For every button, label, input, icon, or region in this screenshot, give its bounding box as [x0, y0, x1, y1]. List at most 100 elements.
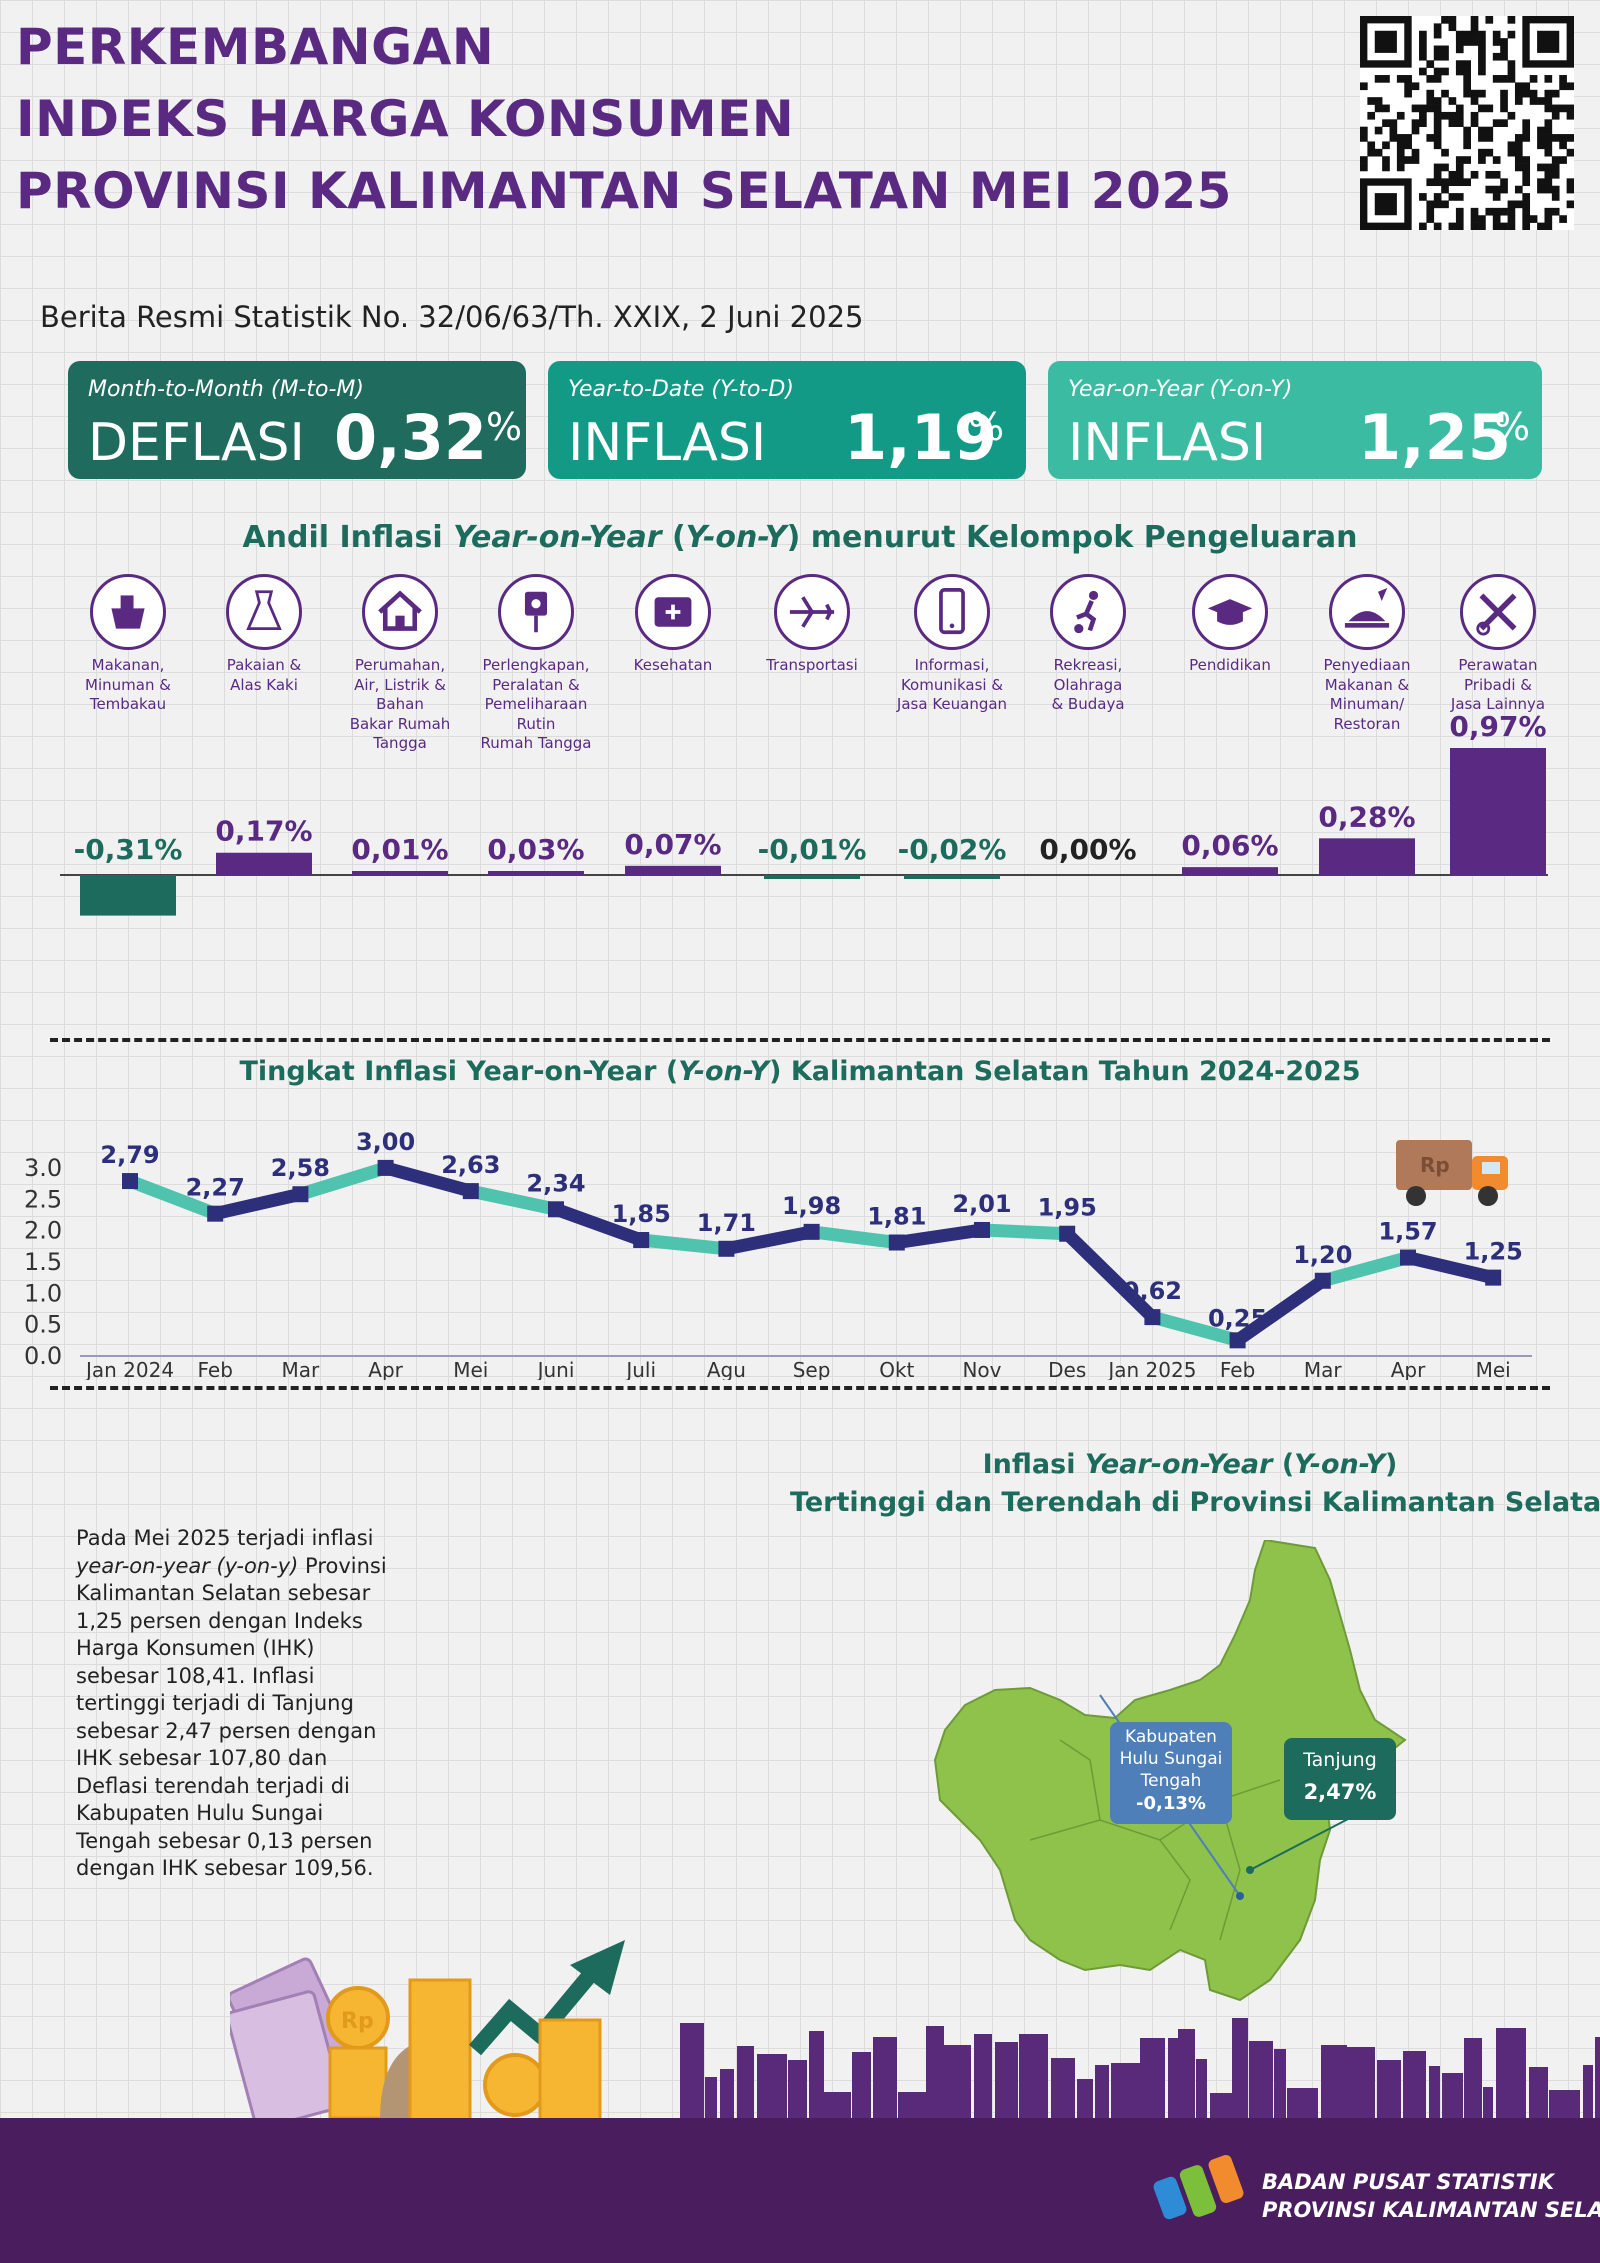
line-point [377, 1159, 394, 1176]
x-tick-label: Mei [1476, 1358, 1511, 1380]
category-label-line: Minuman/ [1329, 695, 1405, 713]
andil-bar-group: -0,02% [898, 833, 1006, 879]
andil-bar [1182, 867, 1278, 875]
inflation-line-chart: 3.0 2.5 2.0 1.5 1.0 0.5 0.0 2,79 Jan 2024 2,27 Feb… [24, 1128, 1532, 1380]
skyline-building [1249, 2041, 1273, 2120]
category-label: Pendidikan [1170, 656, 1290, 676]
line-segment [469, 1184, 558, 1216]
x-tick-label: Feb [1220, 1358, 1255, 1380]
airplane-icon-glyph [789, 596, 835, 628]
ytd-kind: INFLASI [568, 413, 767, 473]
y-tick-label: 1.0 [24, 1279, 62, 1307]
yoy-unit: % [1494, 405, 1531, 449]
y-tick-label: 2.0 [24, 1217, 62, 1245]
andil-bar [625, 865, 721, 875]
skyline-building [1210, 2093, 1232, 2120]
mtm-kind: DEFLASI [88, 413, 305, 473]
dress-icon [226, 574, 302, 650]
line-segment [1150, 1310, 1240, 1347]
skyline-building [1168, 2038, 1178, 2120]
x-tick-label: Juli [624, 1358, 656, 1380]
skyline-building [1483, 2087, 1493, 2120]
lowest-location-dot [1236, 1892, 1244, 1900]
skyline-building [1140, 2038, 1165, 2120]
bps-name-line-1: BADAN PUSAT STATISTIK [1262, 2170, 1555, 2194]
scissors-comb-icon-glyph [1476, 593, 1517, 636]
category-label-line: Pakaian & [226, 656, 302, 674]
category-label: Pakaian & Alas Kaki [204, 656, 324, 695]
category-label-line: Jasa Lainnya [1450, 695, 1546, 713]
andil-value-label: 0,17% [215, 815, 312, 848]
line-value-label: 2,27 [186, 1174, 245, 1202]
category-label: Perumahan, Air, Listrik & Bahan Bakar Rumah… [340, 656, 460, 754]
skyline-building [757, 2054, 787, 2120]
y-tick-label: 2.5 [24, 1185, 62, 1213]
title-line-3: PROVINSI KALIMANTAN SELATAN MEI 2025 [16, 162, 1232, 220]
andil-bar-group: 0,06% [1181, 829, 1279, 875]
line-value-label: 1,20 [1293, 1241, 1352, 1269]
yoy-box: Year-on-Year (Y-on-Y) INFLASI 1,25 % [1048, 361, 1542, 479]
skyline-building [1496, 2028, 1526, 2120]
category-label-line: Rutin [516, 714, 556, 733]
line-point [207, 1205, 224, 1222]
line-segment [1233, 1275, 1327, 1346]
andil-bar [904, 875, 1000, 879]
qr-code[interactable] [1360, 16, 1575, 231]
scissors-comb-icon [1460, 574, 1536, 650]
skyline-building [1464, 2038, 1482, 2120]
y-tick-label: 1.5 [24, 1248, 62, 1276]
andil-chart-title: Andil Inflasi Year-on-Year (Y-on-Y) menu… [242, 520, 1358, 555]
skyline-building [926, 2026, 944, 2120]
skyline-building [1595, 2037, 1600, 2120]
x-tick-label: Nov [962, 1358, 1001, 1380]
skyline-building [809, 2031, 824, 2120]
ytd-value: 1,19 [844, 401, 997, 474]
andil-value-label: 0,00% [1039, 833, 1136, 866]
footer-bar [0, 2118, 1600, 2263]
line-segment [127, 1174, 218, 1220]
category-label-line: Air, Listrik & [354, 675, 446, 694]
andil-value-label: -0,31% [74, 833, 183, 866]
line-value-label: 1,71 [697, 1209, 756, 1237]
skyline-building [1019, 2034, 1048, 2120]
house-icon [362, 574, 438, 650]
y-tick-label: 0.5 [24, 1311, 62, 1339]
line-segment [895, 1223, 983, 1249]
house-icon-glyph [378, 590, 422, 631]
skyline-building [873, 2037, 897, 2120]
ytd-box: Year-to-Date (Y-to-D) INFLASI 1,19 % [548, 361, 1026, 479]
delivery-truck-icon: Rp [1396, 1140, 1508, 1206]
category-label-line: Restoran [1333, 714, 1401, 733]
category-label-line: Penyediaan [1323, 656, 1411, 674]
category-label-line: Perlengkapan, [482, 656, 590, 674]
category-label-line: Olahraga [1053, 675, 1123, 694]
airplane-icon [774, 574, 850, 650]
line-point [888, 1234, 905, 1251]
skyline-building [974, 2034, 992, 2120]
line-point [548, 1201, 564, 1218]
yoy-kind: INFLASI [1068, 413, 1267, 473]
line-segment [1321, 1251, 1410, 1288]
skyline-building [1403, 2051, 1426, 2120]
x-tick-label: Feb [197, 1358, 232, 1380]
skyline-building [720, 2069, 734, 2120]
line-segment [298, 1161, 388, 1201]
lowest-callout: Kabupaten Hulu Sungai Tengah -0,13% [1110, 1722, 1232, 1824]
smartphone-icon-glyph [939, 588, 965, 635]
map-title: Inflasi Year-on-Year (Y-on-Y) Tertinggi … [790, 1446, 1600, 1522]
y-tick-label: 0.0 [24, 1342, 62, 1370]
skyline-building [852, 2052, 871, 2120]
food-tray-icon-glyph [1344, 588, 1390, 628]
category-label-line: Pendidikan [1189, 656, 1271, 674]
category-label-line: & Budaya [1051, 695, 1125, 713]
andil-bar-group: 0,07% [624, 828, 722, 875]
x-tick-label: Jan 2025 [1106, 1358, 1196, 1380]
skyline-building [1442, 2073, 1463, 2120]
andil-bar-group: 0,28% [1318, 800, 1416, 875]
highest-pointer-line [1249, 1817, 1351, 1871]
andil-value-label: 0,97% [1449, 710, 1546, 743]
line-point [1059, 1225, 1076, 1242]
skyline-building [1095, 2065, 1109, 2120]
skyline-building [995, 2042, 1018, 2120]
yoy-value: 1,25 [1358, 401, 1511, 474]
